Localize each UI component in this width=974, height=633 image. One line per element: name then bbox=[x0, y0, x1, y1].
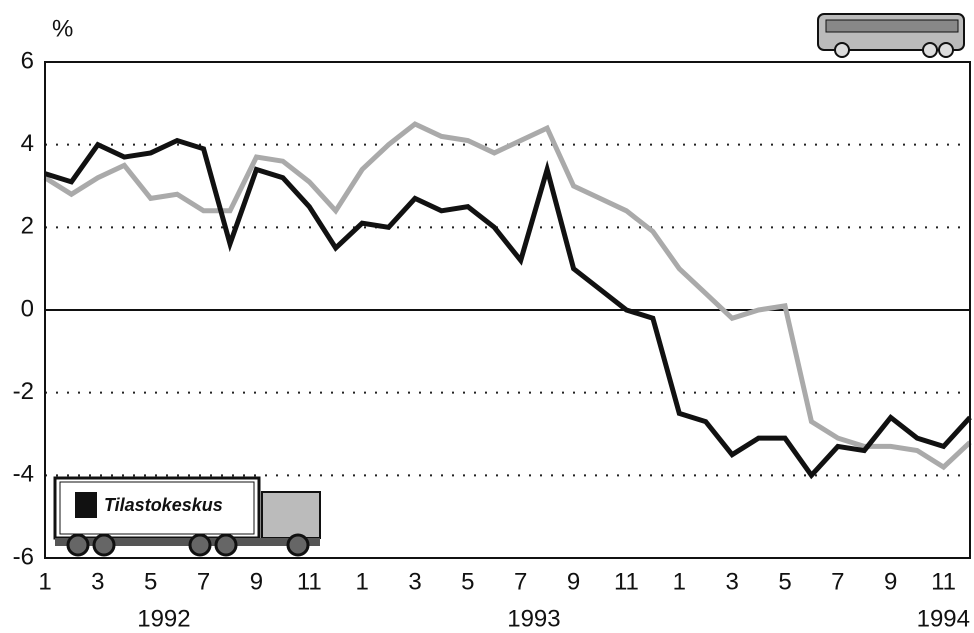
year-label: 1993 bbox=[507, 605, 560, 632]
x-tick-label: 1 bbox=[673, 568, 686, 595]
chart: % Tilastokeskus -6-4-2024613579111357911… bbox=[0, 0, 974, 633]
y-tick-label: -6 bbox=[13, 543, 34, 570]
year-label: 1994 bbox=[917, 605, 970, 632]
x-tick-label: 5 bbox=[778, 568, 791, 595]
bus-icon bbox=[818, 14, 964, 57]
data-line bbox=[45, 141, 970, 476]
y-tick-label: -2 bbox=[13, 378, 34, 405]
x-tick-label: 3 bbox=[408, 568, 421, 595]
x-tick-label: 5 bbox=[144, 568, 157, 595]
y-axis-label: % bbox=[52, 15, 73, 42]
x-tick-label: 11 bbox=[931, 568, 956, 595]
truck-icon: Tilastokeskus bbox=[55, 478, 320, 555]
x-tick-label: 9 bbox=[250, 568, 263, 595]
year-label: 1992 bbox=[137, 605, 190, 632]
x-tick-label: 11 bbox=[297, 568, 322, 595]
x-tick-label: 7 bbox=[514, 568, 527, 595]
y-tick-label: 2 bbox=[21, 213, 34, 240]
x-tick-label: 3 bbox=[91, 568, 104, 595]
x-tick-label: 11 bbox=[614, 568, 639, 595]
x-tick-label: 1 bbox=[355, 568, 368, 595]
x-tick-label: 7 bbox=[197, 568, 210, 595]
y-tick-label: 6 bbox=[21, 47, 34, 74]
y-tick-label: 0 bbox=[21, 295, 34, 322]
x-tick-label: 5 bbox=[461, 568, 474, 595]
x-tick-label: 9 bbox=[567, 568, 580, 595]
y-tick-label: -4 bbox=[13, 461, 34, 488]
y-tick-label: 4 bbox=[21, 130, 34, 157]
data-line bbox=[45, 124, 970, 467]
x-tick-label: 1 bbox=[38, 568, 51, 595]
x-tick-label: 9 bbox=[884, 568, 897, 595]
x-tick-label: 7 bbox=[831, 568, 844, 595]
logo-text: Tilastokeskus bbox=[104, 495, 223, 515]
x-tick-label: 3 bbox=[725, 568, 738, 595]
